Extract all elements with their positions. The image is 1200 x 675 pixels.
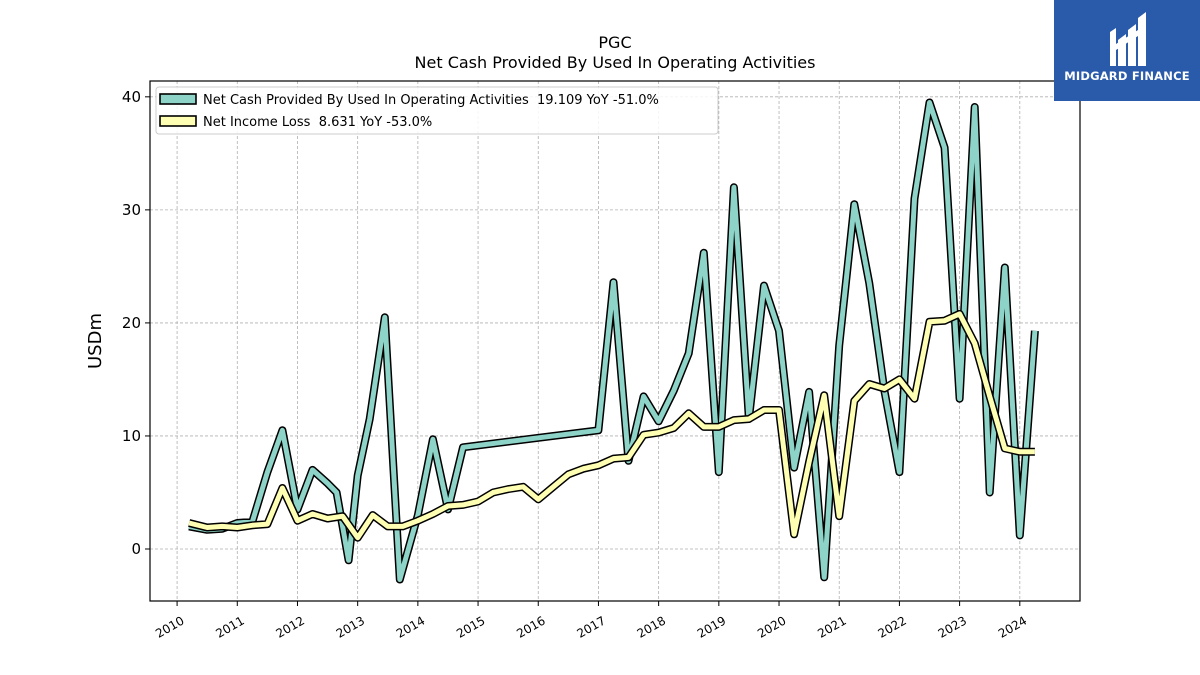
y-axis-label: USDm (85, 313, 106, 369)
x-tick-label: 2018 (635, 613, 668, 640)
x-tick-label: 2014 (394, 613, 427, 640)
brand-logo: MIDGARD FINANCE (1054, 0, 1200, 101)
legend-label-cash: Net Cash Provided By Used In Operating A… (203, 93, 659, 108)
x-tick-label: 2016 (514, 613, 547, 640)
y-tick-label: 40 (122, 88, 141, 106)
midgard-logo-icon (1110, 12, 1146, 66)
chart-title: PGC (598, 33, 631, 52)
x-tick-label: 2011 (213, 613, 246, 640)
x-tick-label: 2021 (815, 613, 848, 640)
series-lines (188, 98, 1039, 584)
x-tick-label: 2023 (936, 613, 969, 640)
y-tick-label: 20 (122, 314, 141, 332)
y-tick-label: 10 (122, 427, 141, 445)
x-tick-label: 2012 (274, 613, 307, 640)
axes: 0 10 20 30 40 2010 2011 2012 2013 2014 2015 2016 201… (122, 88, 1029, 641)
x-tick-label: 2022 (875, 613, 908, 640)
x-tick-label: 2015 (454, 613, 487, 640)
legend-swatch-cash (159, 93, 197, 105)
brand-name: MIDGARD FINANCE (1064, 69, 1190, 83)
series-line-0 (188, 100, 1038, 582)
x-tick-label: 2017 (574, 613, 607, 640)
x-tick-label: 2024 (996, 613, 1029, 640)
x-tick-label: 2010 (153, 613, 186, 640)
x-tick-label: 2019 (695, 613, 728, 640)
y-tick-label: 30 (122, 201, 141, 219)
plot-frame (149, 80, 1081, 602)
x-tick-label: 2020 (755, 613, 788, 640)
legend-swatch-income (159, 115, 197, 127)
legend-box (155, 86, 719, 135)
x-tick-label: 2013 (334, 613, 367, 640)
y-tick-label: 0 (131, 540, 141, 558)
legend: Net Cash Provided By Used In Operating A… (155, 86, 719, 135)
legend-label-income: Net Income Loss 8.631 YoY -53.0% (203, 115, 432, 130)
chart-subtitle: Net Cash Provided By Used In Operating A… (415, 53, 816, 72)
